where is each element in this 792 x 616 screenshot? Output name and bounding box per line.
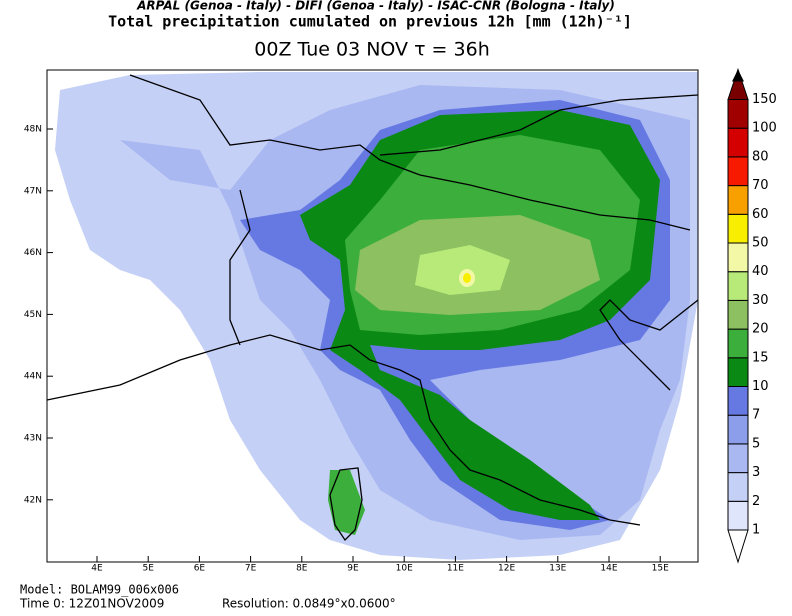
credits: ARPAL (Genoa - Italy) - DIFI (Genoa - It… (136, 0, 615, 13)
colorbar-bin (727, 127, 749, 158)
lon-label: 14E (600, 564, 617, 574)
colorbar-min (727, 529, 749, 564)
colorbar-bin (727, 357, 749, 387)
colorbar-label: 70 (752, 178, 769, 193)
colorbar-label: 20 (752, 322, 769, 337)
lon-label: 4E (91, 564, 103, 574)
lon-label: 8E (296, 564, 308, 574)
coastlines (46, 74, 699, 542)
colorbar-bin (727, 99, 749, 129)
colorbar-label: 10 (752, 379, 769, 394)
lon-label: 11E (447, 564, 464, 574)
colorbar-bin (727, 443, 749, 474)
lat-label: 48N (24, 125, 42, 135)
colorbar-bin (727, 472, 749, 502)
lat-label: 45N (24, 310, 42, 320)
colorbar-bin (727, 299, 749, 330)
colorbar-bin (727, 213, 749, 244)
colorbar-bin (727, 242, 749, 273)
colorbar-label: 30 (752, 293, 769, 308)
lon-label: 13E (549, 564, 566, 574)
colorbar-bin (727, 414, 749, 445)
lat-label: 46N (24, 248, 42, 258)
colorbar-label: 2 (752, 494, 760, 509)
lon-label: 5E (142, 564, 154, 574)
colorbar-bin (727, 328, 749, 359)
precip-field (47, 70, 698, 562)
lon-label: 15E (652, 564, 669, 574)
lat-label: 43N (24, 434, 42, 444)
colorbar-max-tip (732, 69, 744, 82)
time-info: Time 0: 12Z01NOV2009 (19, 597, 164, 611)
colorbar-label: 3 (752, 465, 760, 480)
lon-label: 6E (194, 564, 206, 574)
colorbar-label: 60 (752, 207, 769, 222)
colorbar-label: 15 (752, 350, 769, 365)
map-frame (46, 69, 699, 563)
colorbar-max (727, 67, 749, 100)
colorbar-label: 150 (752, 92, 777, 107)
colorbar-bin (727, 185, 749, 215)
model-info: Model: BOLAM99_006x006 (20, 583, 179, 597)
colorbar-bin (727, 271, 749, 301)
lon-label: 9E (347, 564, 359, 574)
colorbar-bin (727, 386, 749, 416)
lon-label: 7E (245, 564, 257, 574)
subtitle: 00Z Tue 03 NOV τ = 36h (254, 39, 489, 61)
colorbar-label: 7 (752, 408, 760, 423)
lat-label: 44N (24, 372, 42, 382)
lat-label: 47N (24, 186, 42, 196)
colorbar-label: 80 (752, 149, 769, 164)
lon-label: 12E (498, 564, 515, 574)
resolution-info: Resolution: 0.0849°x0.0600° (222, 597, 396, 611)
title: Total precipitation cumulated on previou… (108, 13, 632, 31)
lat-label: 42N (24, 495, 42, 505)
lon-label: 10E (396, 564, 413, 574)
colorbar-label: 1 (752, 523, 760, 538)
colorbar-bin (727, 156, 749, 187)
colorbar-label: 40 (752, 264, 769, 279)
colorbar-label: 5 (752, 436, 760, 451)
colorbar-bin (727, 500, 749, 531)
colorbar-label: 100 (752, 121, 777, 136)
colorbar-label: 50 (752, 236, 769, 251)
